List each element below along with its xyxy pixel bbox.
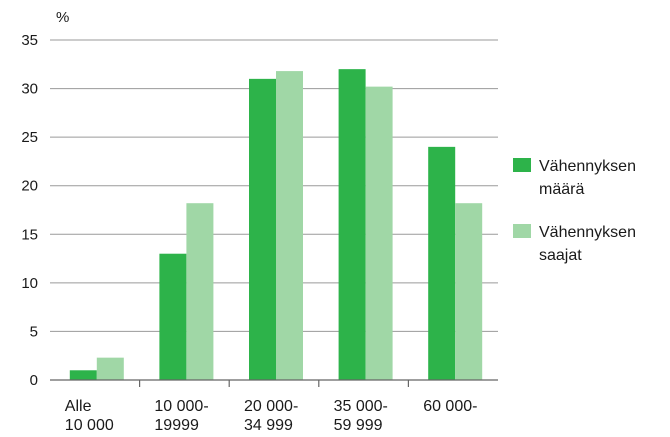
- bar-series1-cat5: [428, 147, 455, 380]
- bars-layer: [70, 69, 482, 380]
- legend: Vähennyksen määrä Vähennyksen saajat: [513, 158, 636, 264]
- y-tick-label: 30: [21, 81, 38, 98]
- bar-series2-cat3: [276, 71, 303, 380]
- bar-series2-cat2: [186, 203, 213, 380]
- x-tick-label: 35 000-: [334, 398, 388, 415]
- bar-series2-cat1: [97, 358, 124, 380]
- legend-swatch: [513, 224, 531, 238]
- x-tick-label: 20 000-: [244, 398, 298, 415]
- bar-series2-cat4: [366, 87, 393, 380]
- bar-series1-cat1: [70, 370, 97, 380]
- bar-series2-cat5: [455, 203, 482, 380]
- bar-series1-cat4: [339, 69, 366, 380]
- x-tick-label: 60 000-: [423, 398, 477, 415]
- y-tick-labels: 0 5 10 15 20 25 30 35: [21, 32, 38, 389]
- y-tick-label: 20: [21, 178, 38, 195]
- y-axis-label: %: [56, 9, 69, 26]
- y-tick-label: 35: [21, 32, 38, 49]
- x-tick-label: 19999: [154, 417, 199, 434]
- y-tick-label: 5: [30, 323, 38, 340]
- axis-layer: [50, 380, 498, 387]
- y-tick-label: 15: [21, 226, 38, 243]
- x-tick-label: 34 999: [244, 417, 293, 434]
- y-tick-label: 25: [21, 129, 38, 146]
- legend-label: saajat: [539, 247, 582, 264]
- x-tick-label: 10 000: [65, 417, 114, 434]
- bar-series1-cat3: [249, 79, 276, 380]
- x-tick-label: 59 999: [334, 417, 383, 434]
- y-tick-label: 0: [30, 372, 38, 389]
- legend-swatch: [513, 158, 531, 172]
- bar-series1-cat2: [159, 254, 186, 380]
- legend-label: Vähennyksen: [539, 224, 636, 241]
- x-tick-label: Alle: [65, 398, 92, 415]
- x-tick-labels: Alle 10 000 10 000- 19999 20 000- 34 999 35 00…: [65, 398, 478, 434]
- y-tick-label: 10: [21, 275, 38, 292]
- legend-label: määrä: [539, 181, 584, 198]
- x-tick-label: 10 000-: [154, 398, 208, 415]
- legend-label: Vähennyksen: [539, 158, 636, 175]
